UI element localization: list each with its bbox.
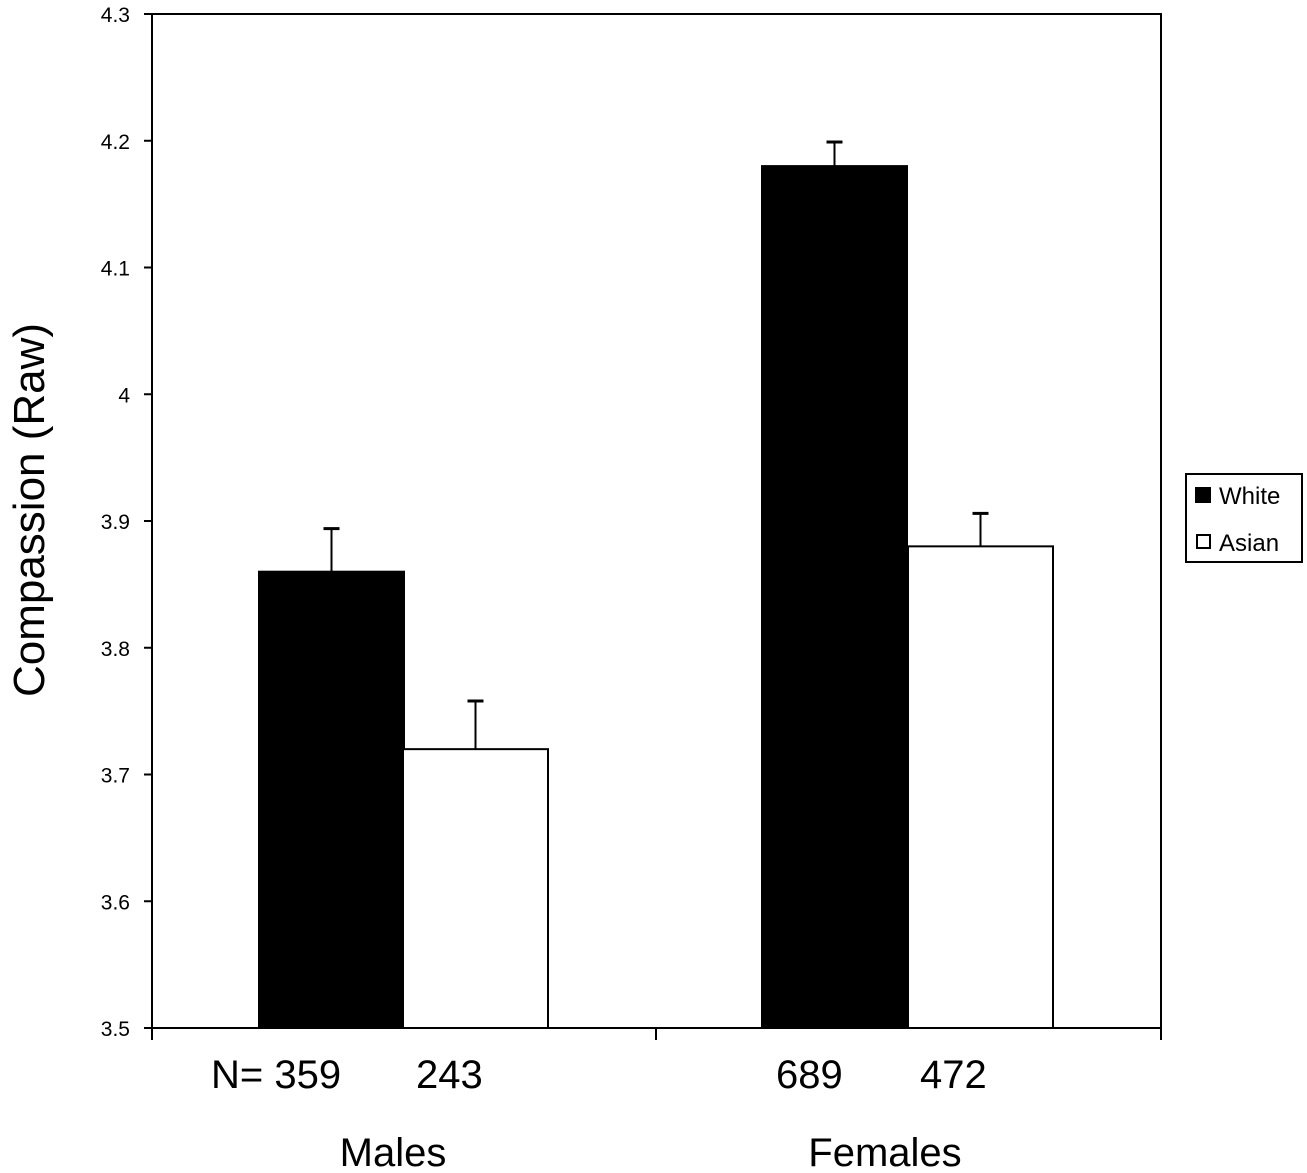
bar-asian-males bbox=[402, 748, 549, 1030]
legend-swatch-asian bbox=[1196, 534, 1211, 549]
category-label-females: Females bbox=[808, 1131, 961, 1173]
y-axis: 3.5 3.6 3.7 3.8 3.9 4 4.1 4.2 4.3 bbox=[101, 4, 152, 1041]
y-tick-label: 4.2 bbox=[101, 131, 130, 154]
error-bars bbox=[323, 140, 989, 750]
bar-asian-females bbox=[907, 545, 1054, 1029]
legend: White Asian bbox=[1185, 473, 1303, 563]
y-tick-label: 4.1 bbox=[101, 258, 130, 281]
y-tick-label: 3.5 bbox=[101, 1018, 130, 1041]
legend-label-white: White bbox=[1219, 483, 1280, 510]
y-tick-label: 4 bbox=[118, 384, 130, 407]
x-axis: N= 359 243 689 472 Males Females bbox=[151, 1028, 1162, 1173]
bar-white-males bbox=[258, 570, 405, 1029]
y-tick-label: 3.6 bbox=[101, 891, 130, 914]
category-label-males: Males bbox=[340, 1131, 447, 1173]
n-label-white-males: N= 359 bbox=[211, 1053, 341, 1097]
legend-swatch-white bbox=[1195, 487, 1211, 503]
y-axis-title: Compassion (Raw) bbox=[5, 323, 54, 697]
y-tick-label: 3.8 bbox=[101, 638, 130, 661]
legend-label-asian: Asian bbox=[1219, 530, 1279, 557]
y-tick-label: 4.3 bbox=[101, 4, 130, 27]
n-label-white-females: 689 bbox=[776, 1053, 843, 1097]
bars bbox=[258, 165, 1054, 1030]
y-tick-label: 3.7 bbox=[101, 765, 130, 788]
n-label-asian-males: 243 bbox=[416, 1053, 483, 1097]
bar-white-females bbox=[761, 165, 908, 1030]
n-label-asian-females: 472 bbox=[920, 1053, 987, 1097]
y-tick-label: 3.9 bbox=[101, 511, 130, 534]
